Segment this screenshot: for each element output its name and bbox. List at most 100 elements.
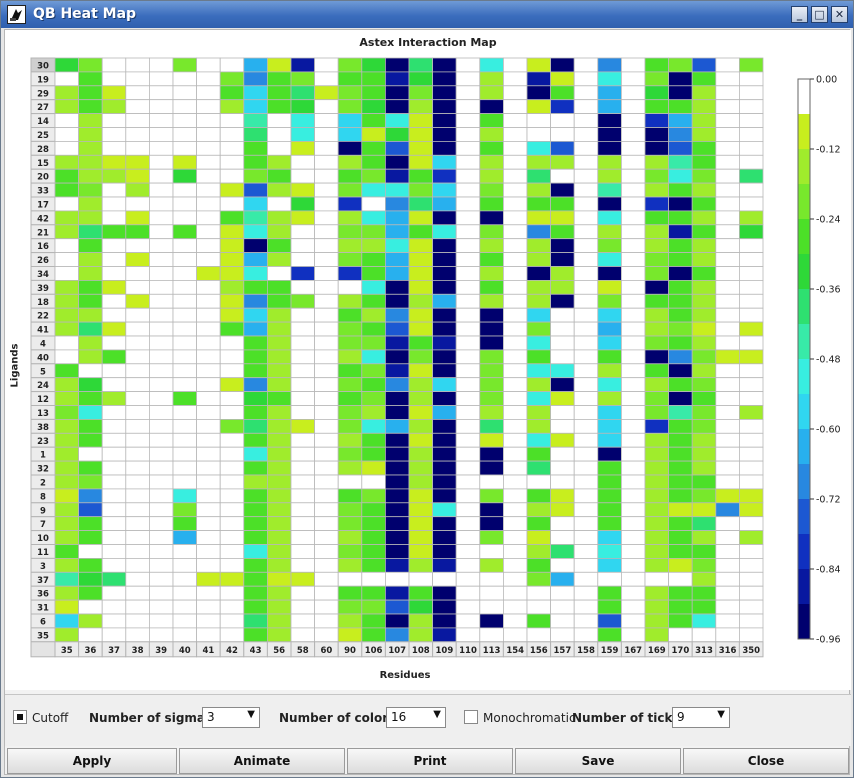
heatmap-cell xyxy=(668,154,693,170)
heatmap-cell xyxy=(597,432,622,448)
minimize-icon[interactable]: _ xyxy=(791,6,808,23)
heatmap-cell xyxy=(526,210,552,226)
app-icon[interactable] xyxy=(7,5,26,24)
sigmas-combo[interactable]: 3 ▼ xyxy=(202,707,260,728)
heatmap-cell xyxy=(78,363,103,379)
heatmap-cell xyxy=(573,293,599,309)
heatmap-cell xyxy=(196,238,221,253)
heatmap-cell xyxy=(526,252,552,267)
heatmap-cell xyxy=(196,418,221,434)
heatmap-cell xyxy=(739,502,764,518)
heatmap-cell xyxy=(243,335,268,351)
print-button[interactable]: Print xyxy=(347,748,513,774)
heatmap-cell xyxy=(172,502,198,518)
heatmap-cell xyxy=(621,321,646,337)
chevron-down-icon[interactable]: ▼ xyxy=(247,709,255,720)
heatmap-cell xyxy=(479,238,504,253)
heatmap-cell xyxy=(502,544,528,559)
heatmap-cell xyxy=(455,349,481,365)
colorbar-segment xyxy=(798,324,810,360)
heatmap-cell xyxy=(101,168,127,184)
heatmap-cell xyxy=(621,113,646,128)
heatmap-cell xyxy=(455,335,481,351)
heatmap-cell xyxy=(384,571,410,587)
heatmap-cell xyxy=(361,613,386,629)
heatmap-cell xyxy=(361,266,386,281)
heatmap-cell xyxy=(54,113,80,128)
animate-button[interactable]: Animate xyxy=(179,748,345,774)
title-bar[interactable]: QB Heat Map _ □ ✕ xyxy=(1,1,853,28)
heatmap-cell xyxy=(196,488,221,504)
save-button[interactable]: Save xyxy=(515,748,681,774)
heatmap-cell xyxy=(314,210,339,226)
heatmap-cell xyxy=(219,293,245,309)
heatmap-cell xyxy=(644,85,670,101)
heatmap-cell xyxy=(290,530,316,545)
heatmap-cell xyxy=(432,502,457,518)
heatmap-cell xyxy=(314,391,339,406)
heatmap-cell xyxy=(479,544,504,559)
heatmap-cell xyxy=(243,363,268,379)
heatmap-cell xyxy=(668,307,693,323)
heatmap-cell xyxy=(455,613,481,629)
close-button[interactable]: Close xyxy=(683,748,849,774)
heatmap-cell xyxy=(337,502,363,518)
heatmap-cell xyxy=(455,446,481,462)
heatmap-cell xyxy=(172,530,198,545)
heatmap-cell xyxy=(573,446,599,462)
heatmap-cell xyxy=(479,405,504,420)
heatmap-cell xyxy=(573,349,599,365)
heatmap-cell xyxy=(314,460,339,476)
heatmap-cell xyxy=(644,391,670,406)
heatmap-cell xyxy=(172,599,198,615)
heatmap-cell xyxy=(408,57,434,73)
colors-combo[interactable]: 16 ▼ xyxy=(386,707,446,728)
colorbar-tick-label: -0.24 xyxy=(816,215,841,226)
heatmap-cell xyxy=(78,141,103,156)
heatmap-cell xyxy=(668,293,693,309)
monochromatic-checkbox[interactable] xyxy=(464,710,478,724)
heatmap-cell xyxy=(54,391,80,406)
x-tick-label: 56 xyxy=(273,646,285,656)
heatmap-cell xyxy=(384,141,410,156)
heatmap-cell xyxy=(502,238,528,253)
apply-button[interactable]: Apply xyxy=(7,748,177,774)
cutoff-checkbox[interactable] xyxy=(13,710,27,724)
ticks-combo[interactable]: 9 ▼ xyxy=(672,707,730,728)
heatmap-cell xyxy=(526,460,552,476)
chevron-down-icon[interactable]: ▼ xyxy=(433,709,441,720)
heatmap-cell xyxy=(172,418,198,434)
heatmap-cell xyxy=(219,141,245,156)
heatmap-cell xyxy=(78,460,103,476)
heatmap-cell xyxy=(243,196,268,212)
maximize-icon[interactable]: □ xyxy=(811,6,828,23)
sigmas-label: Number of sigmas: xyxy=(89,711,217,725)
x-tick-label: 157 xyxy=(554,646,572,656)
heatmap-cell xyxy=(621,488,646,504)
heatmap-cell xyxy=(384,530,410,545)
close-icon[interactable]: ✕ xyxy=(831,6,848,23)
heatmap-cell xyxy=(125,57,150,73)
heatmap-cell xyxy=(196,266,221,281)
chevron-down-icon[interactable]: ▼ xyxy=(717,709,725,720)
heatmap-cell xyxy=(739,488,764,504)
heatmap-cell xyxy=(432,182,457,198)
heatmap-cell xyxy=(502,279,528,295)
heatmap-cell xyxy=(101,377,127,393)
heatmap-cell xyxy=(337,182,363,198)
heatmap-cell xyxy=(148,391,174,406)
y-tick-label: 20 xyxy=(37,173,49,183)
heatmap-cell xyxy=(715,210,740,226)
heatmap-cell xyxy=(408,141,434,156)
heatmap-cell xyxy=(644,168,670,184)
heatmap-cell xyxy=(101,418,127,434)
y-tick-label: 30 xyxy=(37,62,49,72)
heatmap-cell xyxy=(644,127,670,142)
heatmap-cell xyxy=(550,85,575,101)
heatmap-cell xyxy=(597,377,622,393)
heatmap-cell xyxy=(384,335,410,351)
heatmap-cell xyxy=(219,391,245,406)
heatmap-cell xyxy=(668,266,693,281)
colors-value: 16 xyxy=(391,710,407,724)
heatmap-cell xyxy=(125,252,150,267)
